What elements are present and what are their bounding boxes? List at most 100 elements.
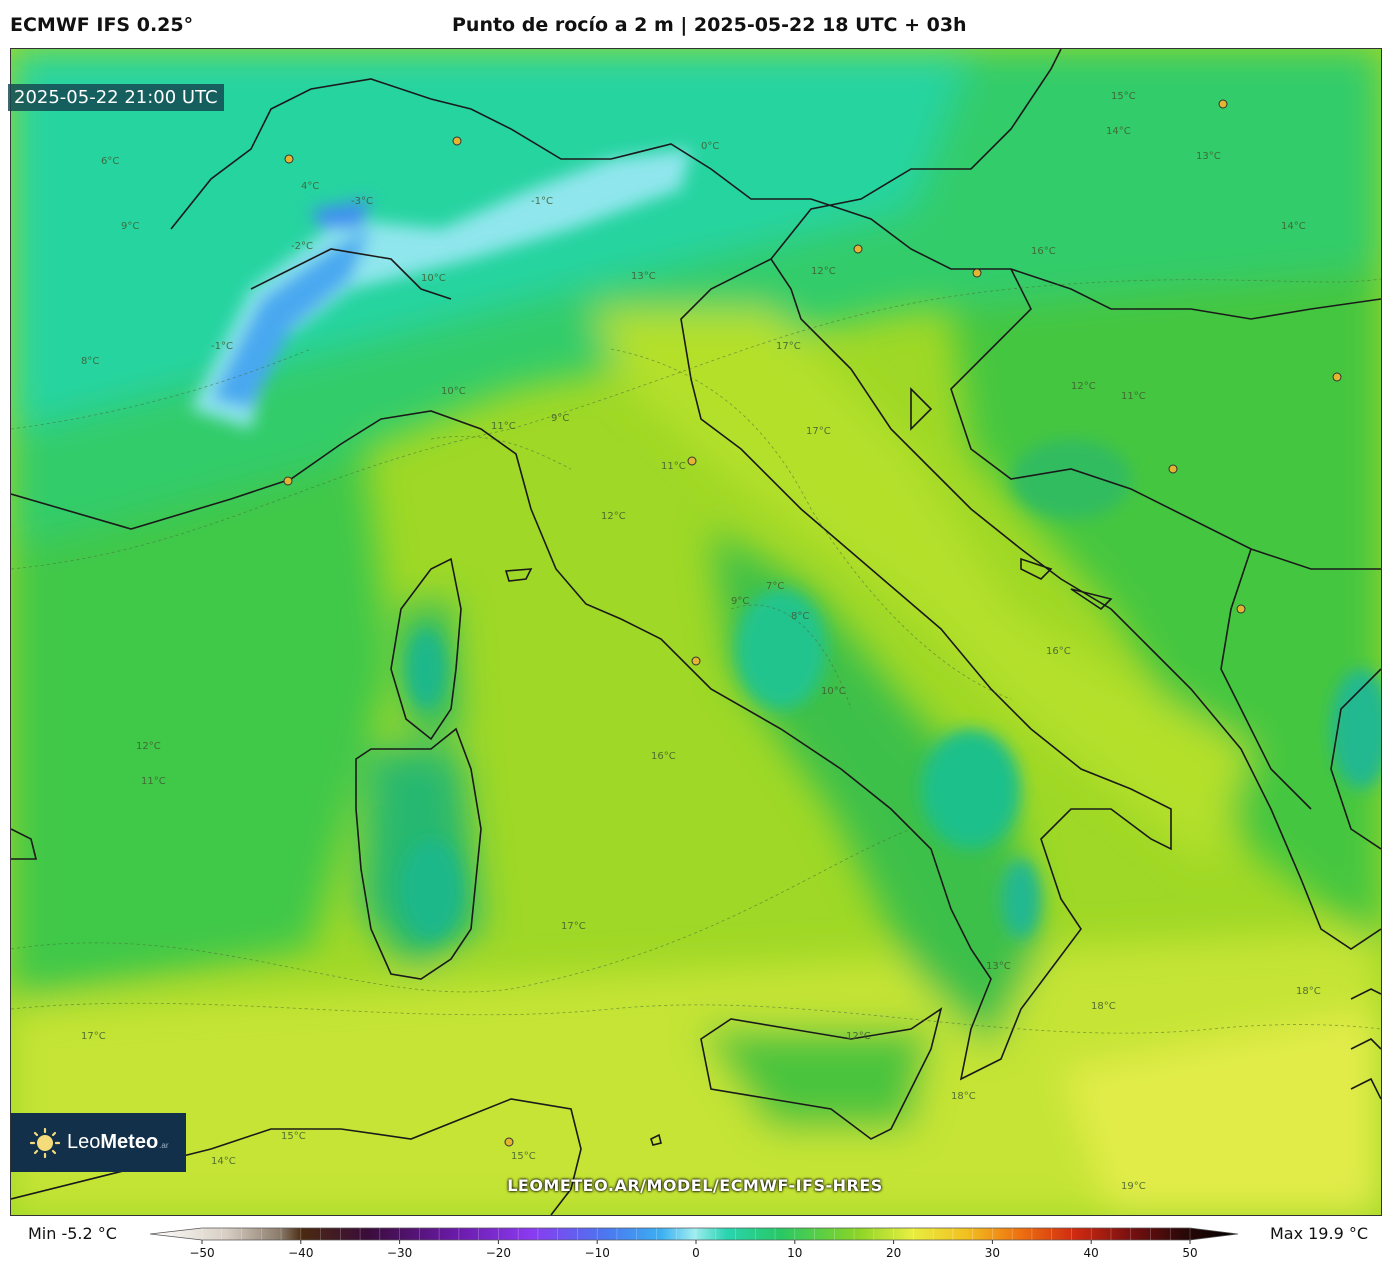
city-marker[interactable]	[1236, 604, 1246, 614]
contour-label: 10°C	[421, 273, 446, 284]
contour-label: 15°C	[1111, 91, 1136, 102]
field-sicily	[701, 1029, 931, 1129]
contour-label: 4°C	[301, 181, 319, 192]
contour-label: 8°C	[81, 356, 99, 367]
city-marker[interactable]	[284, 154, 294, 164]
contour-label: -1°C	[531, 196, 553, 207]
contour-label: 17°C	[81, 1031, 106, 1042]
contour-label: 11°C	[661, 461, 686, 472]
contour-label: 9°C	[121, 221, 139, 232]
contour-label: 14°C	[1281, 221, 1306, 232]
contour-label: 12°C	[136, 741, 161, 752]
contour-label: 8°C	[791, 611, 809, 622]
contour-label: 12°C	[1071, 381, 1096, 392]
contour-label: 14°C	[1106, 126, 1131, 137]
valid-time-badge: 2025-05-22 21:00 UTC	[8, 84, 224, 111]
colorbar-max-label: Max 19.9 °C	[1269, 1224, 1368, 1243]
colorbar-tick-label: 40	[1084, 1246, 1099, 1260]
leometeo-logo[interactable]: LeoMeteo.ar	[11, 1113, 186, 1172]
coastlines	[11, 49, 1381, 1215]
field-alps-coldest-2	[311, 199, 371, 229]
contour-label: 9°C	[551, 413, 569, 424]
contour-label: -3°C	[351, 196, 373, 207]
contour-label: 17°C	[561, 921, 586, 932]
contour-label: 16°C	[651, 751, 676, 762]
field-alps-coldest	[211, 229, 371, 409]
colorbar-tick-label: 50	[1182, 1246, 1197, 1260]
city-marker[interactable]	[452, 136, 462, 146]
contour-label: 13°C	[986, 961, 1011, 972]
contour-label: 14°C	[211, 1156, 236, 1167]
field-core-basilicata	[921, 729, 1021, 849]
contour-label: 10°C	[821, 686, 846, 697]
contour-label: 18°C	[1296, 986, 1321, 997]
colorbar-ticks: −50 −40 −30 −20 −10 0 10 20 30 40 50	[189, 1228, 1198, 1260]
colorbar-tick-label: 20	[886, 1246, 901, 1260]
field-warmest-se	[1061, 1009, 1381, 1215]
field-core-abruzzo	[736, 589, 826, 709]
contour-label: 12°C	[846, 1031, 871, 1042]
field-core-corsica	[406, 629, 446, 709]
contour-label: 12°C	[601, 511, 626, 522]
chart-title: Punto de rocío a 2 m | 2025-05-22 18 UTC…	[452, 14, 967, 36]
city-marker[interactable]	[853, 244, 863, 254]
city-marker[interactable]	[691, 656, 701, 666]
city-marker[interactable]	[283, 476, 293, 486]
city-marker[interactable]	[687, 456, 697, 466]
city-marker[interactable]	[972, 268, 982, 278]
field-west-sea	[11, 429, 391, 999]
contour-label: 15°C	[281, 1131, 306, 1142]
city-markers	[283, 99, 1342, 1147]
colorbar-tick-label: −20	[486, 1246, 511, 1260]
contour-label: 12°C	[811, 266, 836, 277]
colorbar: −50 −40 −30 −20 −10 0 10 20 30 40 50	[150, 1227, 1239, 1260]
contour-label: 11°C	[491, 421, 516, 432]
map-canvas: -2°C -1°C -3°C -1°C 0°C 4°C 6°C 8°C 9°C …	[11, 49, 1381, 1215]
colorbar-tick-label: 0	[692, 1246, 700, 1260]
field-core-bosnia	[1011, 439, 1131, 519]
contour-label: 16°C	[1031, 246, 1056, 257]
contour-label: 17°C	[776, 341, 801, 352]
contour-label: 18°C	[951, 1091, 976, 1102]
field-warm-south	[11, 929, 1381, 1215]
field-core-sardinia	[401, 839, 461, 939]
field-adriatic	[591, 309, 1251, 869]
contour-lines	[11, 278, 1381, 1034]
logo-text: LeoMeteo.ar	[67, 1131, 169, 1153]
contour-label: 7°C	[766, 581, 784, 592]
field-alps-cold	[191, 149, 691, 429]
model-title: ECMWF IFS 0.25°	[10, 14, 194, 36]
contour-label-group: -2°C -1°C -3°C -1°C 0°C 4°C 6°C 8°C 9°C …	[81, 91, 1321, 1192]
contour-label: 6°C	[101, 156, 119, 167]
colorbar-tick-label: 10	[787, 1246, 802, 1260]
colorbar-min-label: Min -5.2 °C	[28, 1224, 117, 1243]
dewpoint-map[interactable]: -2°C -1°C -3°C -1°C 0°C 4°C 6°C 8°C 9°C …	[10, 48, 1382, 1216]
contour-label: 13°C	[631, 271, 656, 282]
city-marker[interactable]	[1168, 464, 1178, 474]
contour-label: 15°C	[511, 1151, 536, 1162]
contour-label: 11°C	[141, 776, 166, 787]
colorbar-ramp	[150, 1227, 1239, 1241]
colorbar-tick-label: 30	[985, 1246, 1000, 1260]
colorbar-tick-label: −40	[288, 1246, 313, 1260]
colorbar-tick-label: −50	[189, 1246, 214, 1260]
contour-label: 18°C	[1091, 1001, 1116, 1012]
field-core-east	[1331, 669, 1381, 789]
contour-label: 17°C	[806, 426, 831, 437]
city-marker[interactable]	[504, 1137, 514, 1147]
contour-label: 10°C	[441, 386, 466, 397]
contour-label: -2°C	[291, 241, 313, 252]
field-core-calabria	[1001, 859, 1041, 939]
contour-label: 0°C	[701, 141, 719, 152]
contour-label: 16°C	[1046, 646, 1071, 657]
colorbar-tick-label: −10	[585, 1246, 610, 1260]
contour-label: 9°C	[731, 596, 749, 607]
city-marker[interactable]	[1218, 99, 1228, 109]
sun-icon	[29, 1127, 61, 1158]
contour-label: 11°C	[1121, 391, 1146, 402]
contour-label: -1°C	[211, 341, 233, 352]
colorbar-tick-label: −30	[387, 1246, 412, 1260]
watermark-url: LEOMETEO.AR/MODEL/ECMWF-IFS-HRES	[507, 1176, 883, 1195]
field-balkans	[951, 269, 1381, 949]
city-marker[interactable]	[1332, 372, 1342, 382]
